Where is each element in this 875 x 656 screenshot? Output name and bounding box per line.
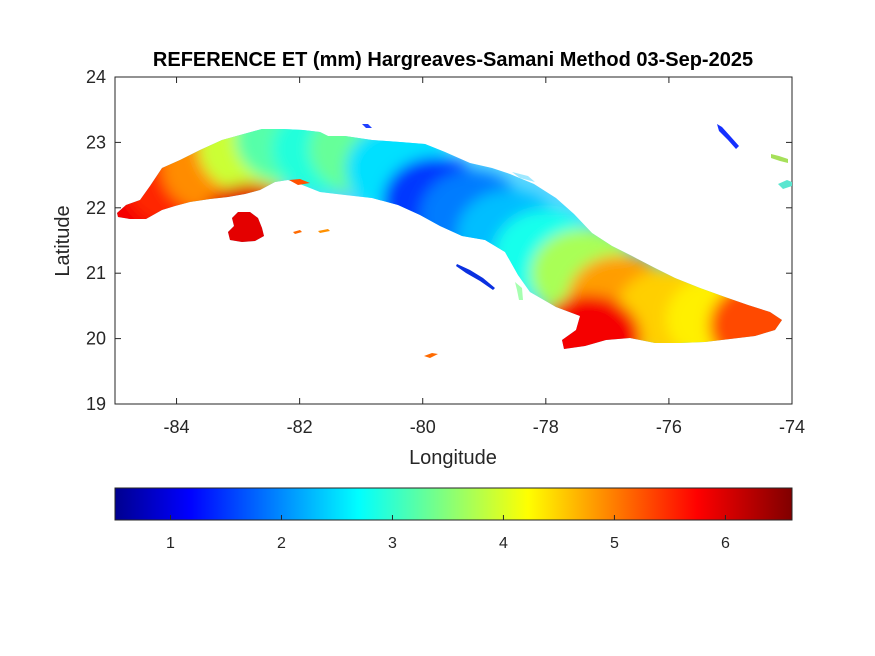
x-tick-label: -76 [656,417,682,437]
x-tick-label: -78 [533,417,559,437]
y-tick-label: 24 [86,67,106,87]
x-tick-label: -74 [779,417,805,437]
cayo-blue-north [717,124,739,149]
cayo-central [515,282,523,300]
colorbar: 1 2 3 4 5 6 [114,487,793,552]
y-axis: 19 20 21 22 23 24 [86,67,792,414]
x-tick-label: -84 [164,417,190,437]
y-tick-label: 22 [86,198,106,218]
colorbar-tick-label: 5 [610,535,619,552]
cayo-south-1 [293,230,302,234]
y-tick-label: 19 [86,394,106,414]
cayo-north-sliver [512,172,535,182]
x-tick-label: -82 [287,417,313,437]
cayo-east [778,180,792,189]
cayo-north-central [362,124,372,128]
colorbar-tick-label: 4 [499,535,508,552]
cayo-south-2 [318,229,330,233]
chart-title: REFERENCE ET (mm) Hargreaves-Samani Meth… [153,49,753,71]
small-islands [289,124,792,358]
x-tick-label: -80 [410,417,436,437]
x-axis-title: Longitude [409,447,497,469]
y-tick-label: 23 [86,132,106,152]
colorbar-tick-label: 3 [388,535,397,552]
y-tick-label: 21 [86,263,106,283]
cayo-jardines [456,264,495,290]
colorbar-ramp [114,487,793,521]
y-tick-label: 20 [86,329,106,349]
colorbar-tick-label: 6 [721,535,730,552]
cayo-south-east [424,353,438,358]
y-axis-title: Latitude [52,205,74,276]
x-axis: -84 -82 -80 -78 -76 -74 [164,77,805,437]
colorbar-tick-label: 2 [277,535,286,552]
cayo-west [289,179,310,185]
plot-area [114,76,793,405]
colorbar-tick-label: 1 [166,535,175,552]
colorbar-ticks: 1 2 3 4 5 6 [166,515,730,552]
cayo-north-east [771,154,788,163]
